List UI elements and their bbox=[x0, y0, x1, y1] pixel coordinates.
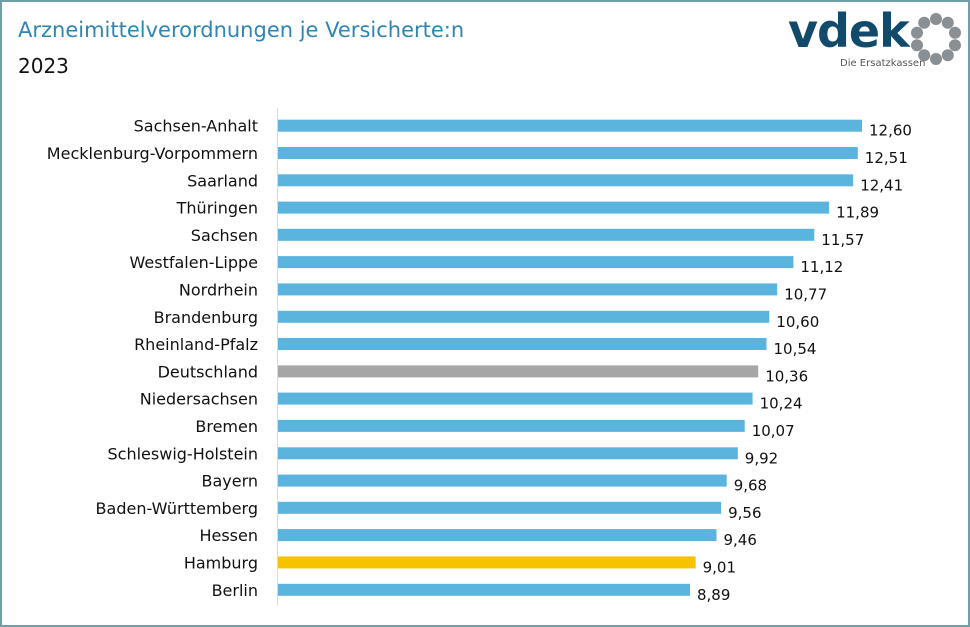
value-label: 11,57 bbox=[821, 231, 864, 249]
bar bbox=[278, 392, 753, 405]
value-label: 10,77 bbox=[784, 285, 827, 303]
category-label: Bayern bbox=[201, 472, 258, 491]
bar bbox=[278, 556, 696, 569]
value-label: 9,01 bbox=[703, 558, 736, 576]
bar bbox=[278, 583, 690, 596]
chart-subtitle: 2023 bbox=[18, 54, 69, 78]
bar bbox=[278, 338, 767, 350]
bar bbox=[278, 447, 738, 460]
category-label: Saarland bbox=[187, 171, 258, 190]
category-label: Mecklenburg-Vorpommern bbox=[47, 144, 258, 163]
logo-ring-dot bbox=[911, 39, 923, 52]
value-label: 10,54 bbox=[774, 340, 817, 358]
logo-tagline: Die Ersatzkassen bbox=[840, 58, 926, 69]
value-label: 9,46 bbox=[724, 531, 757, 549]
value-label: 9,68 bbox=[734, 477, 767, 495]
value-label: 10,07 bbox=[752, 422, 795, 440]
category-label: Brandenburg bbox=[154, 308, 258, 327]
bar bbox=[278, 119, 862, 132]
logo-ring-dot bbox=[949, 26, 961, 39]
logo-ring-dot bbox=[911, 26, 923, 39]
bar bbox=[278, 283, 778, 296]
value-label: 10,24 bbox=[760, 395, 803, 413]
category-label: Hamburg bbox=[184, 553, 258, 572]
bar bbox=[278, 228, 815, 241]
category-label: Schleswig-Holstein bbox=[108, 444, 258, 463]
bar bbox=[278, 147, 858, 159]
value-label: 8,89 bbox=[697, 586, 730, 604]
value-label: 10,60 bbox=[776, 313, 819, 331]
value-label: 11,89 bbox=[836, 204, 879, 222]
bar bbox=[278, 501, 722, 514]
category-label: Westfalen-Lippe bbox=[130, 253, 259, 272]
bar bbox=[278, 310, 770, 323]
value-label: 12,41 bbox=[860, 176, 903, 194]
bar bbox=[278, 201, 830, 214]
category-label: Thüringen bbox=[176, 199, 258, 218]
category-label: Niedersachsen bbox=[140, 390, 258, 409]
logo-ring-dot bbox=[941, 49, 954, 62]
logo-wordmark: vdek bbox=[788, 4, 910, 58]
bar bbox=[278, 419, 745, 432]
bar bbox=[278, 365, 759, 378]
chart-title: Arzneimittelverordnungen je Versicherte:… bbox=[18, 18, 465, 42]
category-label: Rheinland-Pfalz bbox=[134, 335, 258, 354]
value-label: 12,60 bbox=[869, 122, 912, 140]
bar bbox=[278, 256, 794, 269]
category-label: Sachsen bbox=[191, 226, 258, 245]
category-label: Bremen bbox=[195, 417, 258, 436]
logo-ring-dot bbox=[949, 39, 961, 52]
bar bbox=[278, 474, 727, 487]
value-label: 10,36 bbox=[765, 367, 808, 385]
logo-ring-dot bbox=[941, 16, 954, 29]
value-label: 9,56 bbox=[728, 504, 761, 522]
logo-ring-dot bbox=[930, 13, 942, 25]
bar bbox=[278, 529, 717, 542]
logo-ring-dot bbox=[930, 53, 942, 65]
logo-ring-icon bbox=[911, 13, 961, 65]
vdek-logo: vdek Die Ersatzkassen bbox=[788, 4, 966, 74]
bar bbox=[278, 174, 854, 187]
value-label: 11,12 bbox=[800, 258, 843, 276]
value-label: 12,51 bbox=[865, 149, 908, 167]
category-label: Hessen bbox=[199, 526, 258, 545]
logo-ring-dot bbox=[918, 16, 931, 29]
category-label: Deutschland bbox=[158, 362, 258, 381]
logo-ring-dot bbox=[918, 49, 931, 62]
category-label: Nordrhein bbox=[179, 280, 258, 299]
category-label: Baden-Württemberg bbox=[96, 499, 258, 518]
value-label: 9,92 bbox=[745, 449, 778, 467]
category-label: Berlin bbox=[212, 581, 258, 600]
category-label: Sachsen-Anhalt bbox=[134, 117, 258, 136]
